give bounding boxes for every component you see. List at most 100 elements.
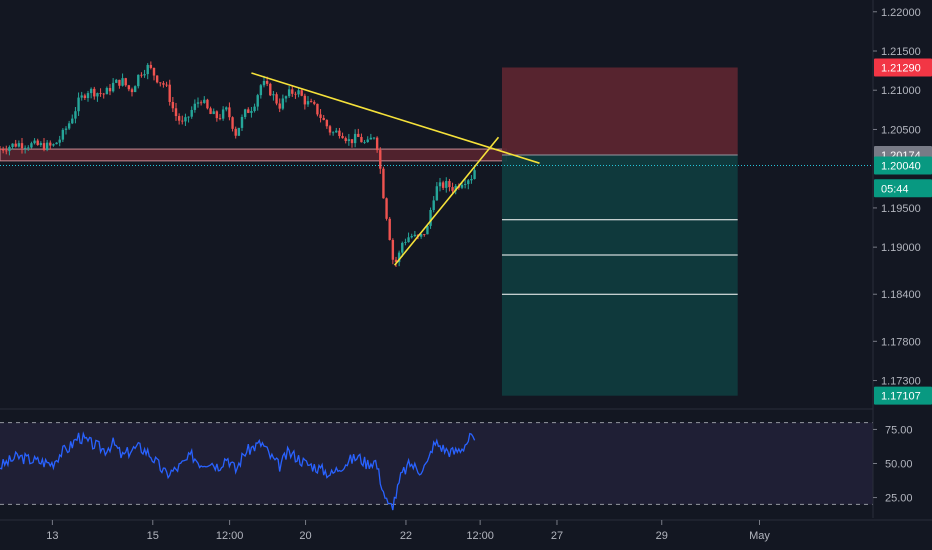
candle[interactable] — [124, 78, 127, 86]
candle[interactable] — [325, 120, 329, 127]
candle[interactable] — [451, 187, 454, 191]
candle[interactable] — [247, 109, 250, 113]
candle[interactable] — [432, 200, 435, 210]
stop-loss-zone[interactable] — [501, 67, 738, 156]
candle[interactable] — [20, 143, 24, 149]
candle[interactable] — [463, 184, 467, 185]
candle[interactable] — [287, 89, 291, 97]
candle[interactable] — [99, 93, 102, 94]
candle[interactable] — [448, 181, 451, 188]
candle[interactable] — [118, 79, 121, 86]
candle[interactable] — [209, 108, 212, 114]
candle[interactable] — [127, 85, 131, 90]
candle[interactable] — [401, 242, 404, 253]
candle[interactable] — [177, 116, 181, 121]
candle[interactable] — [322, 117, 325, 121]
candle[interactable] — [316, 103, 319, 115]
candle[interactable] — [473, 170, 476, 179]
candle[interactable] — [272, 94, 275, 96]
candle[interactable] — [80, 95, 83, 98]
candle[interactable] — [52, 144, 55, 146]
candle[interactable] — [93, 88, 96, 97]
candle[interactable] — [256, 95, 259, 107]
candle[interactable] — [306, 101, 310, 105]
candle[interactable] — [5, 150, 8, 152]
candle[interactable] — [350, 139, 354, 144]
candle[interactable] — [391, 239, 395, 260]
candle[interactable] — [89, 88, 93, 94]
candle[interactable] — [250, 111, 253, 113]
candle[interactable] — [196, 102, 200, 104]
candle[interactable] — [335, 130, 338, 133]
candle[interactable] — [407, 237, 410, 243]
candle[interactable] — [165, 84, 168, 86]
resistance-band[interactable] — [0, 148, 507, 162]
candle[interactable] — [441, 182, 445, 188]
candle[interactable] — [300, 90, 303, 96]
candle[interactable] — [218, 118, 222, 119]
candle[interactable] — [379, 150, 382, 169]
candle[interactable] — [49, 142, 52, 146]
candle[interactable] — [23, 147, 27, 149]
candle[interactable] — [338, 130, 341, 137]
candle[interactable] — [313, 102, 316, 104]
candle[interactable] — [86, 93, 90, 99]
candle[interactable] — [228, 107, 231, 118]
candle[interactable] — [357, 133, 360, 137]
trendline-resistance[interactable] — [251, 72, 540, 164]
candle[interactable] — [278, 103, 281, 109]
candle[interactable] — [42, 143, 46, 150]
candle[interactable] — [259, 85, 263, 96]
candle[interactable] — [30, 143, 33, 148]
candle[interactable] — [17, 143, 21, 147]
candle[interactable] — [435, 186, 439, 201]
candle[interactable] — [193, 103, 197, 110]
candle[interactable] — [460, 184, 464, 188]
candle[interactable] — [394, 259, 398, 263]
candle[interactable] — [111, 82, 115, 92]
candle[interactable] — [105, 87, 109, 95]
candle[interactable] — [344, 138, 347, 142]
candle[interactable] — [11, 143, 14, 147]
candle[interactable] — [454, 185, 457, 191]
candle[interactable] — [419, 234, 423, 237]
candle[interactable] — [410, 236, 413, 238]
candle[interactable] — [291, 89, 294, 94]
candle[interactable] — [363, 142, 366, 143]
candle[interactable] — [0, 149, 2, 150]
candle[interactable] — [1, 149, 5, 151]
rsi-pane[interactable] — [0, 422, 873, 511]
candle[interactable] — [77, 97, 80, 112]
candle[interactable] — [146, 64, 149, 75]
candle[interactable] — [203, 99, 206, 103]
candle[interactable] — [366, 139, 369, 143]
candle[interactable] — [149, 64, 153, 68]
price-pane[interactable] — [0, 61, 873, 396]
candle[interactable] — [174, 108, 178, 117]
candle[interactable] — [426, 225, 429, 235]
candle[interactable] — [55, 142, 58, 145]
candle[interactable] — [96, 93, 99, 97]
candle[interactable] — [181, 120, 184, 122]
candle[interactable] — [265, 81, 269, 84]
candle[interactable] — [58, 139, 61, 143]
candle[interactable] — [297, 90, 300, 95]
candle[interactable] — [385, 198, 388, 219]
candle[interactable] — [470, 178, 473, 181]
candle[interactable] — [372, 137, 376, 139]
candle[interactable] — [294, 93, 297, 95]
candle[interactable] — [184, 117, 187, 122]
candle[interactable] — [309, 101, 313, 103]
candle[interactable] — [115, 79, 118, 83]
candle[interactable] — [382, 168, 385, 199]
candle[interactable] — [221, 109, 225, 119]
candle[interactable] — [231, 117, 234, 129]
candle[interactable] — [262, 81, 266, 86]
candle[interactable] — [269, 83, 272, 96]
candle[interactable] — [467, 180, 470, 185]
candle[interactable] — [331, 132, 335, 134]
candle[interactable] — [45, 142, 49, 150]
candle[interactable] — [341, 136, 344, 139]
candle[interactable] — [215, 111, 219, 119]
candle[interactable] — [61, 129, 65, 140]
